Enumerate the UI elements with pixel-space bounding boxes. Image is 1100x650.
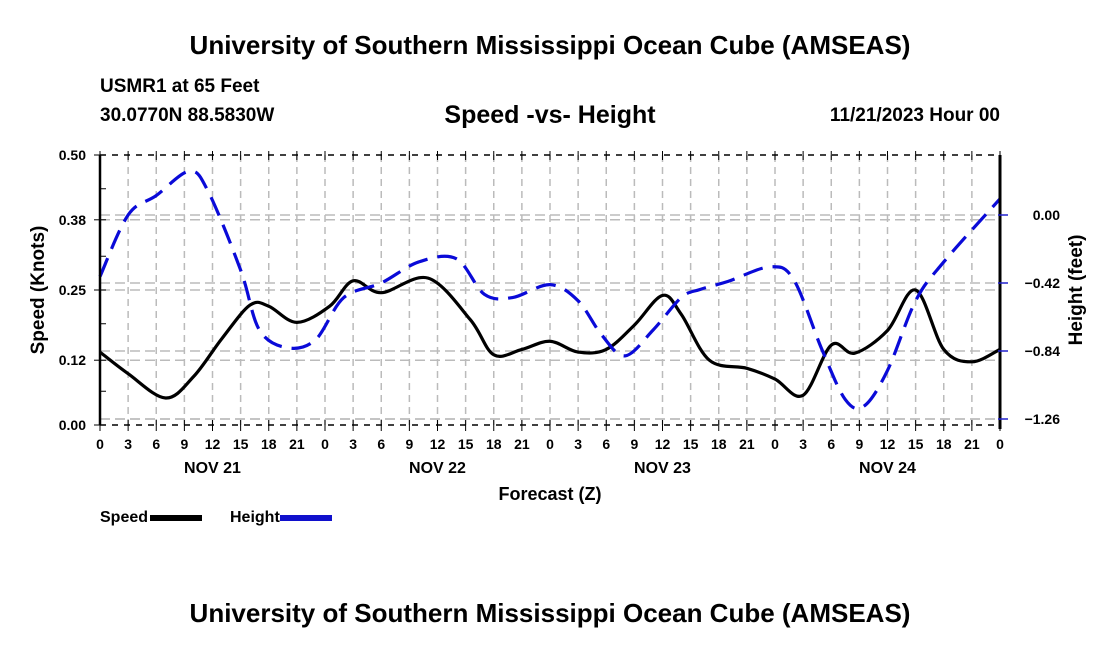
day-label: NOV 23 <box>634 460 691 477</box>
y2-axis-title: Height (feet) <box>1066 235 1087 346</box>
y2-tick-label: −1.26 <box>1025 411 1061 427</box>
x-tick-label: 0 <box>321 436 329 452</box>
x-tick-label: 18 <box>261 436 277 452</box>
y-tick-label: 0.50 <box>59 147 86 163</box>
x-tick-label: 3 <box>349 436 357 452</box>
x-tick-label: 0 <box>96 436 104 452</box>
x-tick-label: 21 <box>739 436 755 452</box>
series-line-speed <box>99 275 1001 400</box>
x-tick-label: 12 <box>430 436 446 452</box>
x-tick-label: 15 <box>683 436 699 452</box>
legend-height-label: Height <box>230 509 280 526</box>
x-tick-label: 0 <box>546 436 554 452</box>
y-tick-label: 0.25 <box>59 282 86 298</box>
x-tick-label: 9 <box>855 436 863 452</box>
x-tick-label: 18 <box>486 436 502 452</box>
y-tick-label: 0.12 <box>59 352 86 368</box>
x-tick-label: 12 <box>880 436 896 452</box>
main-title: University of Southern Mississippi Ocean… <box>189 30 911 60</box>
legend-speed-swatch <box>150 515 203 521</box>
legend-speed: Speed <box>100 509 203 527</box>
chart-subtitle: Speed -vs- Height <box>444 101 656 129</box>
x-tick-label: 12 <box>655 436 671 452</box>
grid <box>100 155 1000 425</box>
y2-tick-label: 0.00 <box>1033 207 1060 223</box>
y-tick-label: 0.00 <box>59 417 86 433</box>
y2-tick-label: −0.84 <box>1025 343 1061 359</box>
day-label: NOV 21 <box>184 460 241 477</box>
x-tick-label: 3 <box>574 436 582 452</box>
x-tick-label: 6 <box>827 436 835 452</box>
x-tick-label: 18 <box>936 436 952 452</box>
x-tick-label: 15 <box>458 436 474 452</box>
x-tick-label: 0 <box>771 436 779 452</box>
x-tick-label: 12 <box>205 436 221 452</box>
y-tick-label: 0.38 <box>59 212 86 228</box>
x-tick-label: 21 <box>289 436 305 452</box>
day-label: NOV 22 <box>409 460 466 477</box>
x-tick-label: 6 <box>377 436 385 452</box>
x-tick-label: 0 <box>996 436 1004 452</box>
coordinates-label: 30.0770N 88.5830W <box>100 105 275 126</box>
x-axis-title: Forecast (Z) <box>498 484 601 504</box>
axis-labels: 0 3 6 9 12 15 18 21 0 3 6 9 12 15 18 21 0 3 6 9 12 15 18 21 0 3 6 9… <box>28 147 1087 504</box>
y2-tick-label: −0.42 <box>1025 275 1061 291</box>
y-axis-title: Speed (Knots) <box>28 226 49 355</box>
x-tick-label: 3 <box>124 436 132 452</box>
footer-title: University of Southern Mississippi Ocean… <box>189 598 911 628</box>
x-tick-label: 15 <box>908 436 924 452</box>
legend-height-swatch <box>279 515 332 521</box>
forecast-datetime: 11/21/2023 Hour 00 <box>829 105 1000 126</box>
x-tick-label: 9 <box>630 436 638 452</box>
series-layer <box>98 169 1002 411</box>
x-tick-label: 9 <box>405 436 413 452</box>
x-tick-label: 21 <box>964 436 980 452</box>
x-tick-label: 21 <box>514 436 530 452</box>
series-line-height <box>98 169 1002 411</box>
x-tick-label: 18 <box>711 436 727 452</box>
x-tick-label: 9 <box>180 436 188 452</box>
legend-speed-label: Speed <box>100 509 149 526</box>
axes <box>94 151 1008 431</box>
x-tick-label: 3 <box>799 436 807 452</box>
x-tick-label: 6 <box>602 436 610 452</box>
day-label: NOV 24 <box>859 460 916 477</box>
legend-height: Height <box>230 509 332 527</box>
x-tick-label: 15 <box>233 436 249 452</box>
x-tick-label: 6 <box>152 436 160 452</box>
station-label: USMR1 at 65 Feet <box>100 76 260 97</box>
